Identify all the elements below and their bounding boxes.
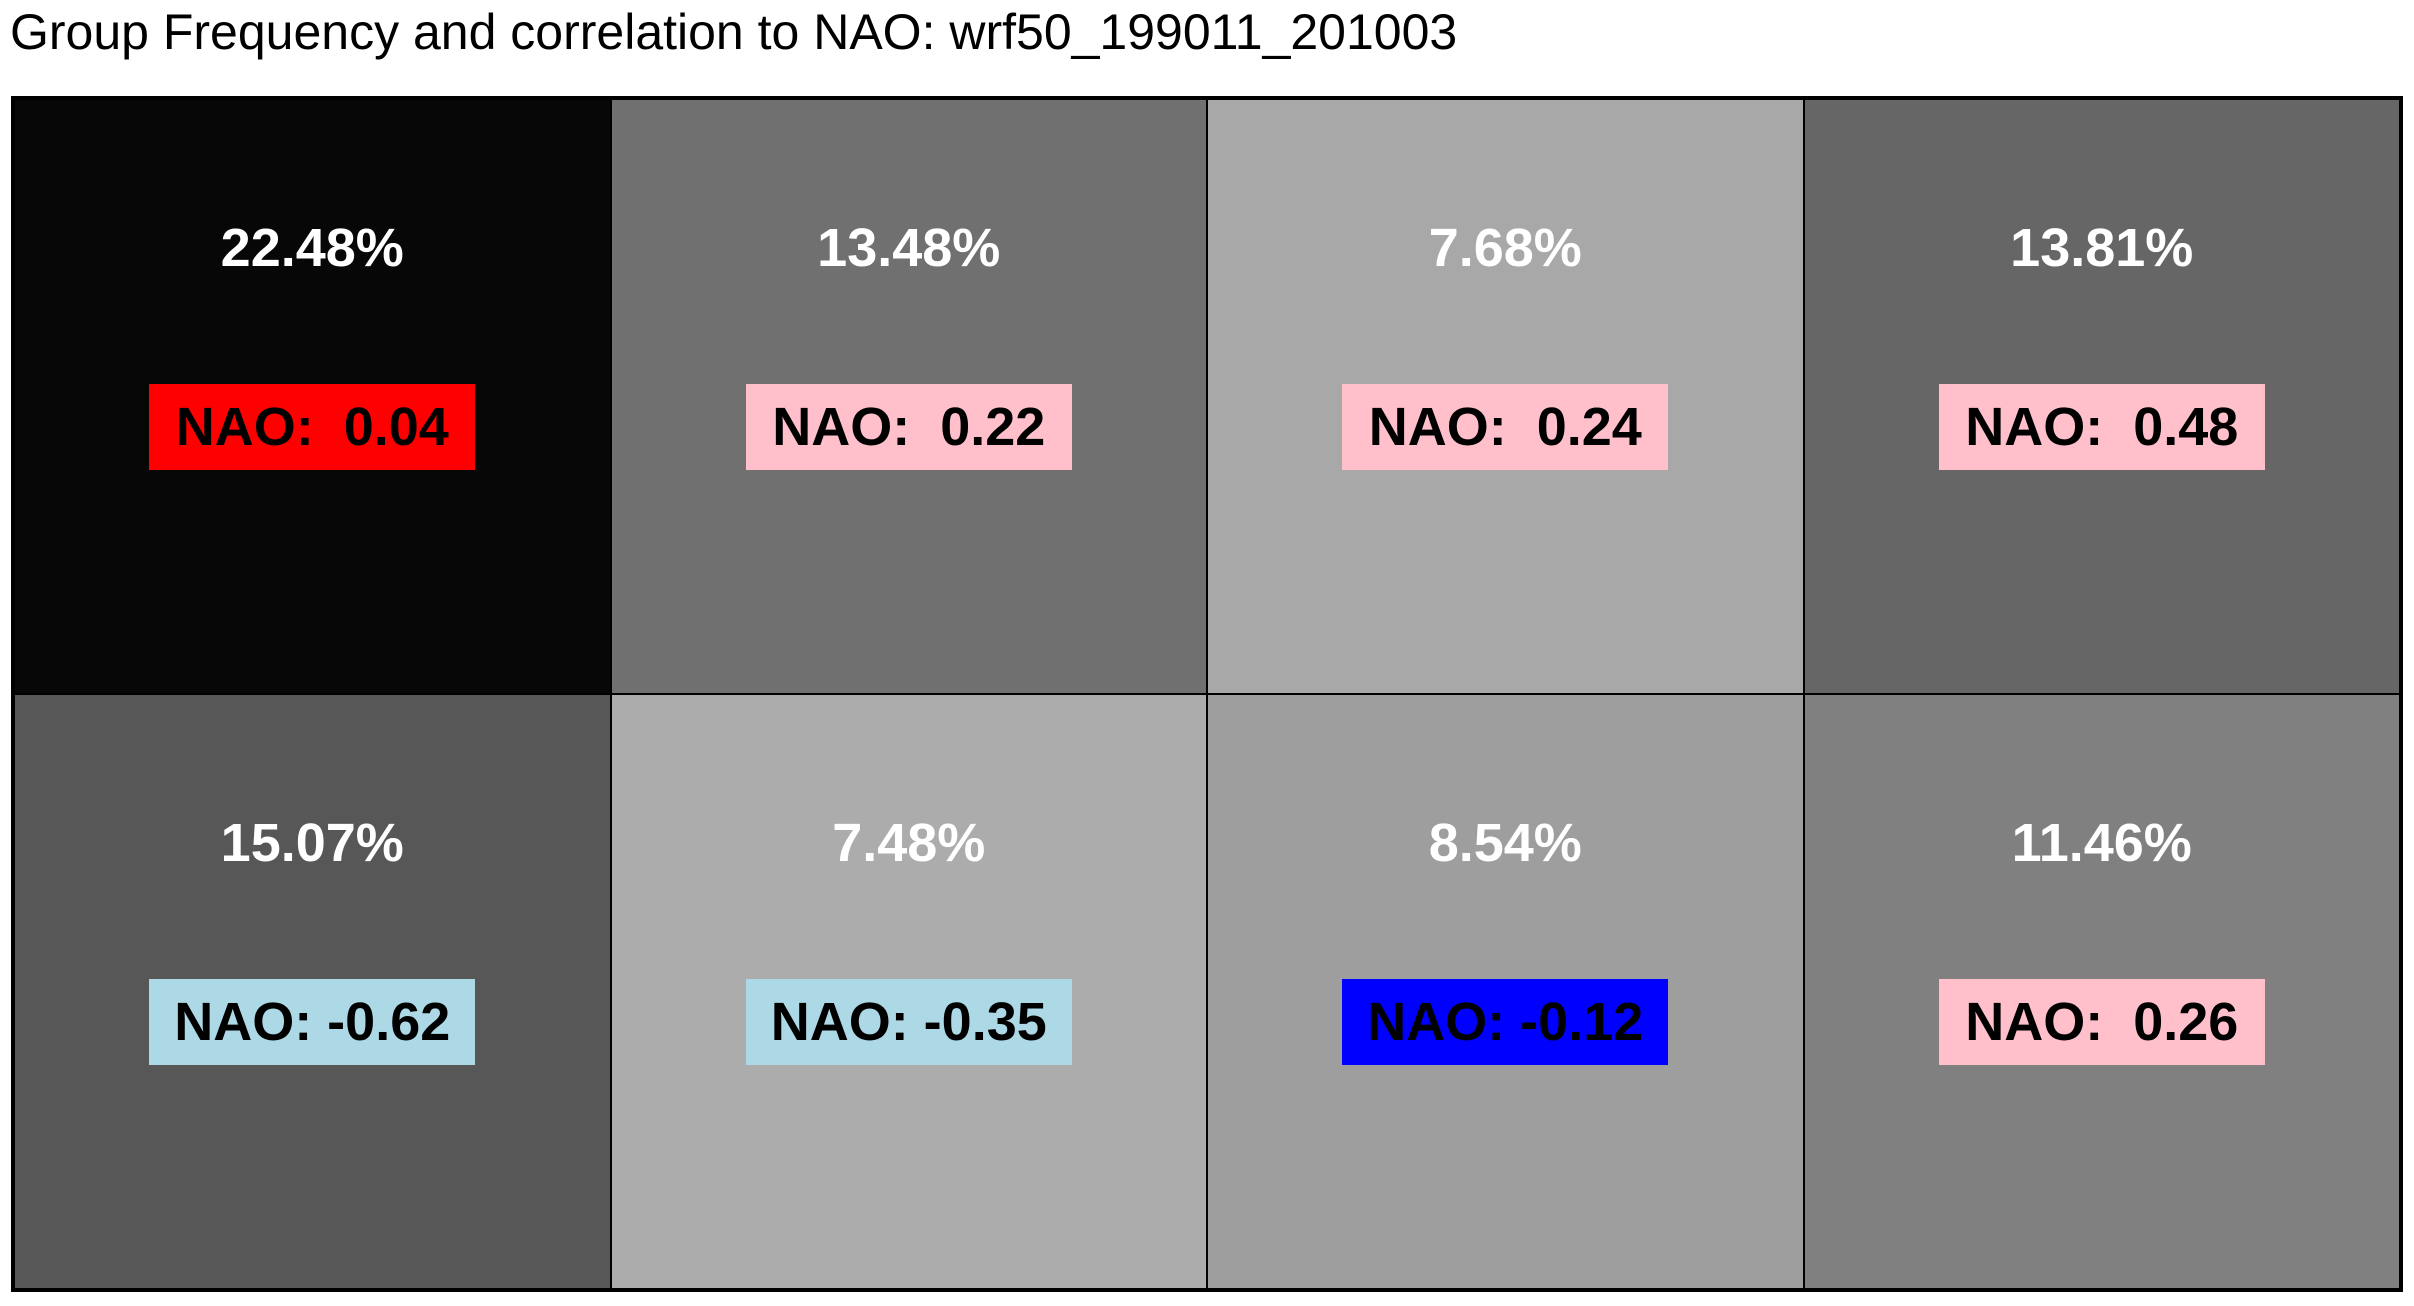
frequency-grid: 22.48% NAO: 0.04 13.48% NAO: 0.22 7.68% … bbox=[11, 96, 2403, 1292]
grid-cell: 7.68% NAO: 0.24 bbox=[1207, 99, 1804, 694]
nao-correlation-badge: NAO: 0.04 bbox=[149, 384, 476, 470]
frequency-label: 13.81% bbox=[2010, 218, 2194, 278]
nao-correlation-badge: NAO: 0.26 bbox=[1938, 979, 2265, 1065]
nao-correlation-badge: NAO: 0.48 bbox=[1938, 384, 2265, 470]
grid-cell: 13.48% NAO: 0.22 bbox=[610, 99, 1207, 694]
grid-cell: 13.81% NAO: 0.48 bbox=[1803, 99, 2400, 694]
frequency-label: 13.48% bbox=[817, 218, 1001, 278]
frequency-label: 7.48% bbox=[832, 813, 986, 873]
frequency-label: 22.48% bbox=[220, 218, 404, 278]
nao-correlation-badge: NAO: -0.35 bbox=[745, 979, 1072, 1065]
grid-cell: 22.48% NAO: 0.04 bbox=[14, 99, 611, 694]
frequency-label: 7.68% bbox=[1428, 218, 1582, 278]
grid-cell: 11.46% NAO: 0.26 bbox=[1803, 694, 2400, 1289]
nao-correlation-badge: NAO: 0.22 bbox=[745, 384, 1072, 470]
frequency-label: 11.46% bbox=[2011, 813, 2192, 873]
nao-correlation-badge: NAO: -0.62 bbox=[149, 979, 476, 1065]
frequency-label: 8.54% bbox=[1428, 813, 1582, 873]
frequency-label: 15.07% bbox=[220, 813, 404, 873]
grid-cell: 8.54% NAO: -0.12 bbox=[1207, 694, 1804, 1289]
chart-title: Group Frequency and correlation to NAO: … bbox=[10, 4, 1458, 60]
nao-correlation-badge: NAO: 0.24 bbox=[1342, 384, 1669, 470]
nao-correlation-badge: NAO: -0.12 bbox=[1342, 979, 1669, 1065]
grid-cell: 15.07% NAO: -0.62 bbox=[14, 694, 611, 1289]
grid-cell: 7.48% NAO: -0.35 bbox=[610, 694, 1207, 1289]
